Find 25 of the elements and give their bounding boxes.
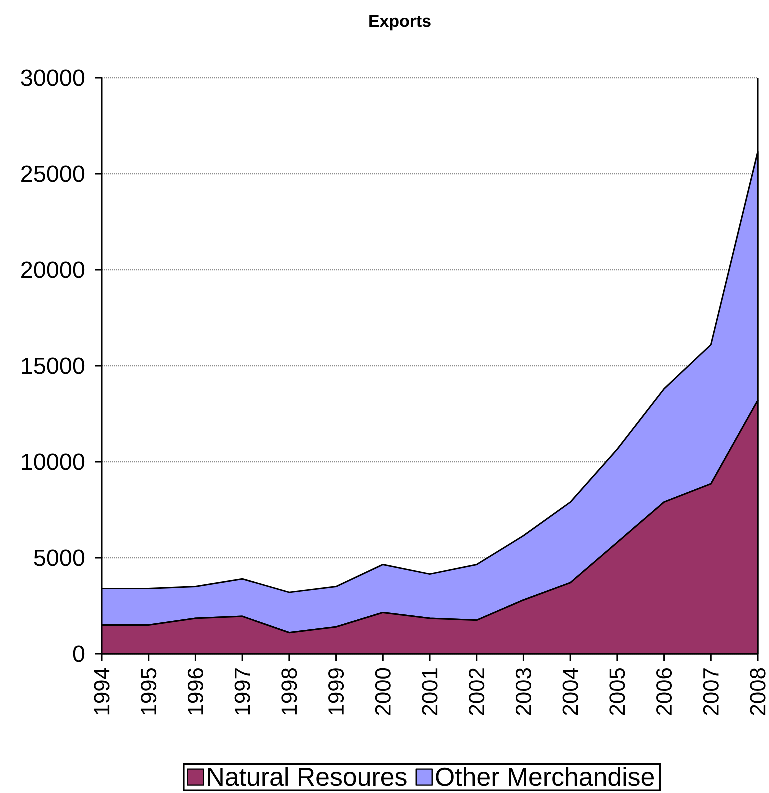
y-tick-label: 0	[73, 646, 85, 662]
x-tick-label: 2000	[375, 668, 391, 716]
x-tick-label: 1998	[282, 668, 298, 715]
y-tick-label: 15000	[22, 358, 85, 374]
x-tick-label: 1995	[141, 668, 157, 715]
y-tick-label: 5000	[34, 550, 85, 566]
x-tick-label: 1996	[188, 668, 204, 715]
y-tick-label: 30000	[21, 70, 85, 86]
y-tick-label: 25000	[22, 166, 85, 182]
x-tick-label: 2004	[562, 668, 578, 716]
x-tick-label: 2002	[469, 668, 485, 716]
x-tick-label: 2008	[750, 668, 766, 716]
legend-label: Natural Resoures	[208, 767, 407, 786]
y-tick-label: 10000	[22, 454, 85, 470]
chart-title: Exports	[370, 15, 431, 31]
x-tick-label: 2005	[610, 668, 626, 716]
x-tick-label: 2001	[422, 668, 438, 716]
x-tick-label: 2003	[516, 668, 532, 716]
x-tick-label: 1997	[234, 668, 250, 715]
y-tick-label: 20000	[22, 262, 85, 278]
x-tick-label: 2006	[656, 668, 672, 716]
x-tick-label: 1999	[328, 668, 344, 715]
legend-label: Other Merchandise	[436, 767, 654, 786]
x-tick-label: 2007	[703, 668, 719, 716]
x-tick-label: 1994	[94, 668, 110, 715]
